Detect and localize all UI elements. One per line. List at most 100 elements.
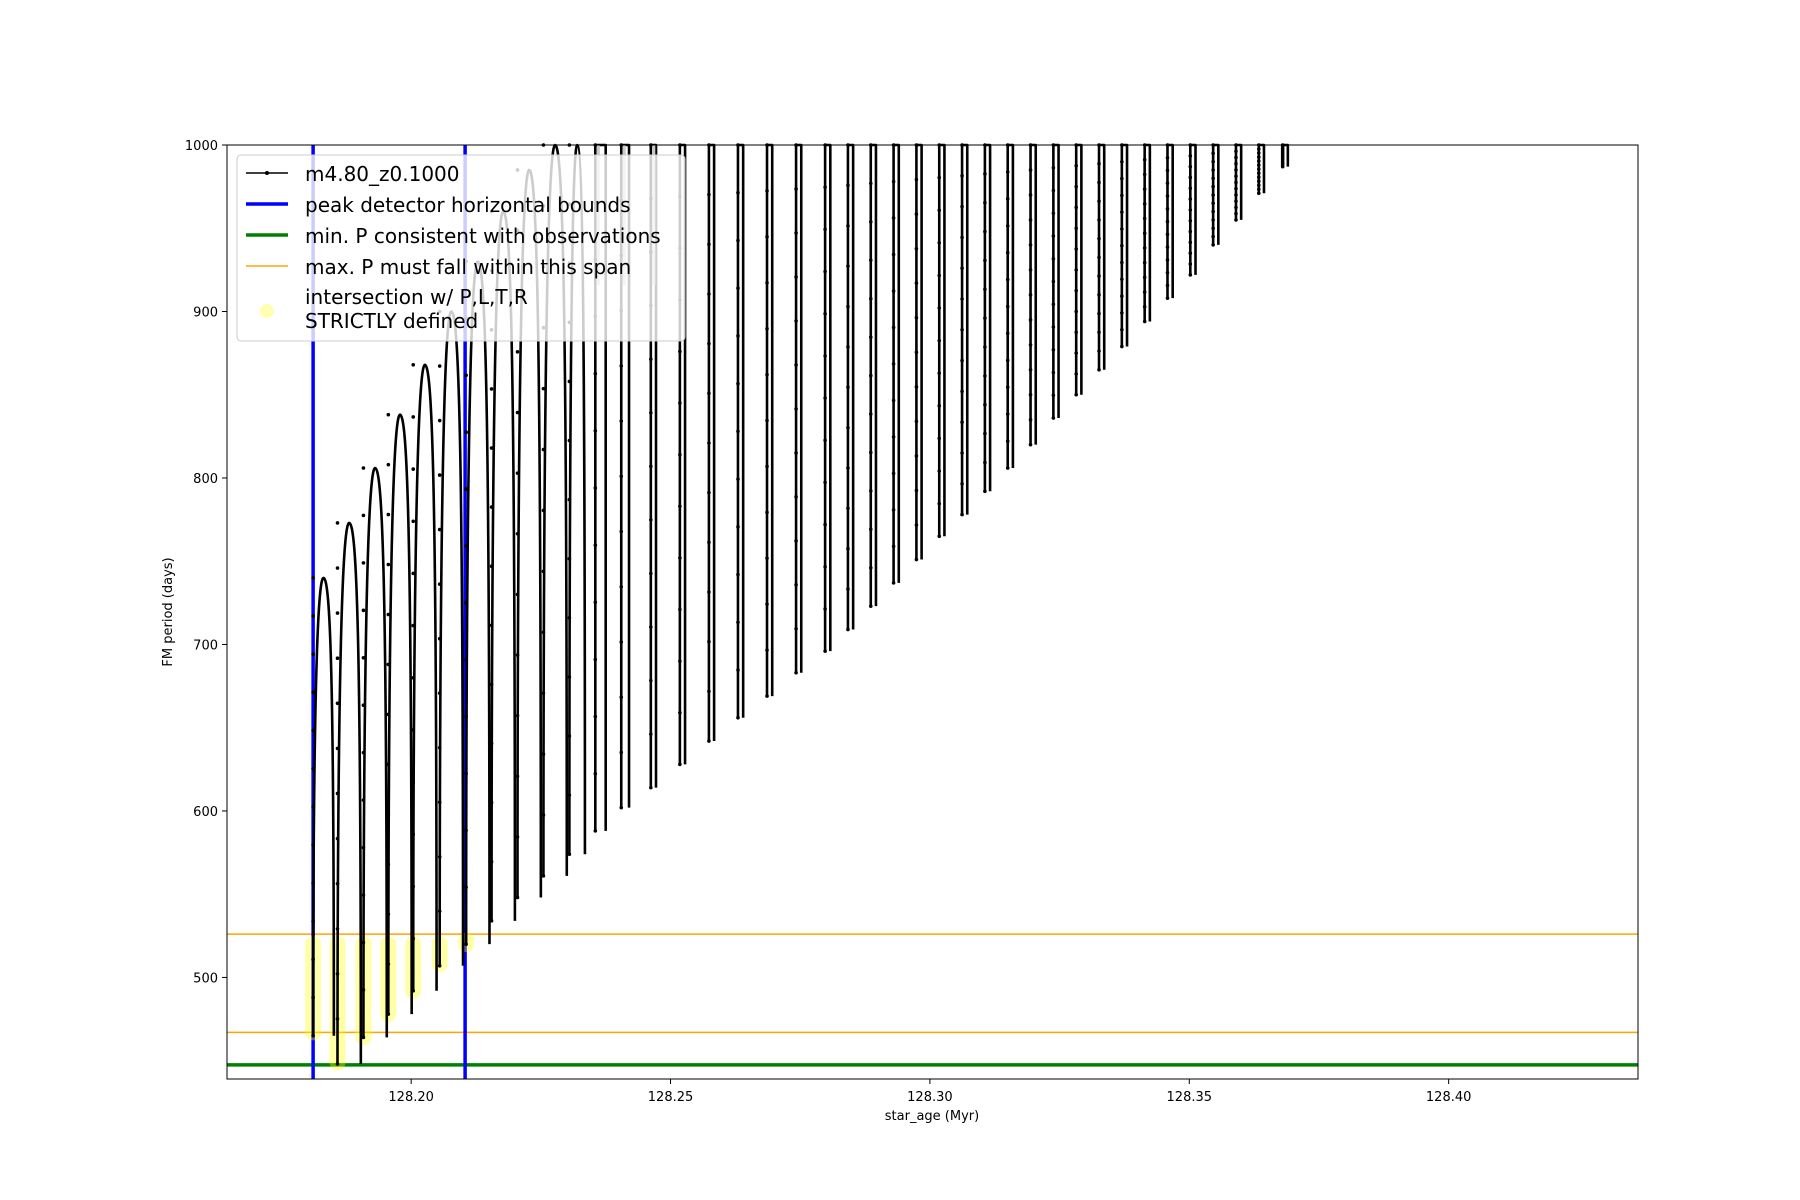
pulse-marker — [1097, 293, 1101, 297]
pulse-marker — [1028, 218, 1033, 222]
pulse-marker — [311, 576, 315, 580]
pulse-marker — [868, 527, 873, 532]
pulse-marker — [1165, 283, 1170, 288]
pulse-marker — [311, 690, 315, 695]
pulse-marker — [311, 614, 315, 618]
pulse-marker — [541, 386, 546, 391]
pulse-marker — [411, 780, 416, 784]
pulse-marker — [1097, 274, 1101, 278]
pulse-marker — [1256, 183, 1261, 188]
pulse-marker — [960, 358, 964, 363]
pulse-marker — [937, 175, 942, 180]
pulse-marker — [567, 734, 572, 738]
pulse-marker — [593, 829, 598, 833]
pulse-marker — [1120, 311, 1124, 315]
pulse-marker — [335, 611, 340, 615]
pulse-line-2 — [362, 466, 389, 1038]
pulse-marker — [937, 436, 942, 441]
pulse-marker — [678, 349, 682, 354]
pulse-marker — [868, 220, 873, 224]
pulse-marker — [464, 373, 468, 378]
pulse-marker — [794, 451, 798, 455]
pulse-marker — [593, 429, 598, 433]
pulse-marker — [1234, 161, 1238, 166]
pulse-marker — [960, 297, 964, 301]
pulse-marker — [593, 371, 598, 376]
pulse-marker — [1165, 155, 1170, 160]
pulse-marker — [619, 584, 624, 589]
pulse-marker — [619, 419, 624, 423]
pulse-marker — [437, 745, 442, 750]
pulse-marker — [437, 473, 442, 477]
pulse-marker — [1097, 367, 1101, 372]
pulse-marker — [335, 791, 340, 796]
pulse-marker — [464, 544, 468, 548]
pulse-marker — [794, 583, 798, 587]
pulse-marker — [765, 510, 769, 515]
pulse-marker — [515, 895, 520, 900]
pulse-marker — [1211, 218, 1215, 222]
pulse-marker — [794, 670, 798, 675]
pulse-marker — [794, 495, 798, 499]
pulse-marker — [1256, 155, 1261, 159]
pulse-marker — [678, 762, 682, 767]
pulse-marker — [1165, 219, 1170, 224]
pulse-marker — [937, 241, 942, 245]
pulse-marker — [464, 657, 468, 662]
pulse-marker — [1051, 188, 1056, 193]
pulse-marker — [1165, 194, 1170, 198]
pulse-marker — [464, 430, 468, 434]
pulse-marker — [736, 668, 740, 672]
pulse-marker — [868, 296, 873, 301]
pulse-marker — [1234, 180, 1238, 185]
pulse-marker — [1005, 412, 1010, 416]
pulse-39 — [1280, 143, 1290, 169]
pulse-marker — [1005, 197, 1010, 201]
pulse-marker — [1051, 165, 1056, 170]
pulse-marker — [437, 909, 442, 914]
pulse-marker — [846, 345, 850, 349]
pulse-marker — [846, 425, 850, 430]
pulse-marker — [1142, 260, 1147, 265]
pulse-marker — [1097, 311, 1101, 316]
pulse-marker — [361, 608, 366, 613]
pulse-marker — [736, 286, 740, 290]
pulse-marker — [937, 404, 942, 408]
pulse-marker — [846, 627, 850, 632]
y-tick-label: 800 — [193, 472, 218, 487]
pulse-marker — [1211, 168, 1215, 172]
pulse-marker — [1005, 170, 1010, 174]
pulse-marker — [1142, 275, 1147, 280]
pulse-marker — [1120, 176, 1124, 181]
pulse-marker — [983, 489, 987, 494]
pulse-marker — [891, 398, 896, 403]
pulse-marker — [736, 525, 740, 529]
pulse-marker — [411, 571, 416, 576]
pulse-marker — [1120, 227, 1124, 231]
pulse-marker — [1097, 180, 1101, 185]
pulse-marker — [736, 429, 740, 434]
pulse-marker — [823, 522, 827, 527]
pulse-marker — [1211, 184, 1215, 189]
pulse-marker — [1074, 247, 1078, 251]
legend-swatch-yellow — [260, 304, 274, 318]
pulse-marker — [794, 319, 798, 323]
pulse-marker — [515, 713, 520, 718]
pulse-marker — [411, 936, 416, 941]
pulse-marker — [983, 229, 987, 234]
pulse-marker — [846, 546, 850, 551]
pulse-marker — [868, 373, 873, 378]
pulse-marker — [311, 652, 315, 656]
pulse-marker — [765, 694, 769, 698]
pulse-marker — [541, 630, 546, 635]
pulse-marker — [386, 862, 391, 867]
pulse-marker — [311, 995, 315, 1000]
pulse-marker — [1165, 168, 1170, 173]
pulse-marker — [335, 521, 340, 525]
pulse-marker — [619, 750, 624, 755]
pulse-marker — [1256, 159, 1261, 163]
pulse-marker — [960, 235, 964, 240]
pulse-marker — [361, 750, 366, 755]
pulse-marker — [1234, 186, 1238, 191]
pulse-marker — [846, 183, 850, 188]
